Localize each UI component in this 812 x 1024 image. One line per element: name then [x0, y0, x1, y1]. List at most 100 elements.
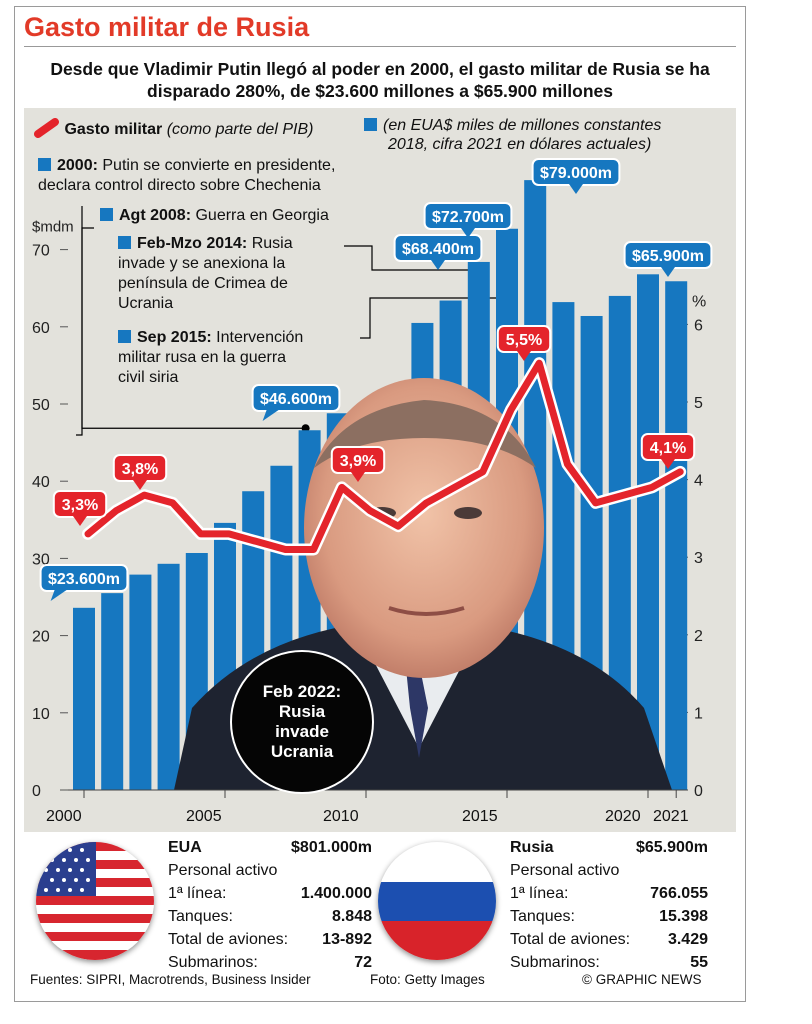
usa-subs-label: Submarinos: — [168, 954, 258, 971]
x-tick-2010: 2010 — [323, 808, 359, 825]
bar-legend-icon — [364, 118, 377, 131]
usa-subs-value: 72 — [354, 954, 372, 971]
bar-label-2016: $79.000m — [531, 158, 621, 194]
event-connector-2014 — [344, 245, 479, 271]
event-marker-icon — [38, 158, 51, 171]
bar-label-2021-pointer — [661, 267, 675, 277]
event-2014-text-1: Rusia — [247, 235, 293, 252]
photo-mouth — [388, 606, 465, 616]
bar-label-2016-text: $79.000m — [540, 165, 612, 182]
line-label-2002-text: 3,8% — [122, 461, 158, 478]
line-label-2002-pointer — [133, 480, 147, 490]
line-label-2021-text: 4,1% — [650, 440, 686, 457]
bar-label-2014: $68.400m — [393, 234, 483, 270]
line-label-2016-pointer — [517, 351, 531, 361]
y2-tick-label: 4 — [694, 473, 703, 490]
y-tick-label: 60 — [32, 320, 50, 337]
event-connector-2008 — [81, 227, 310, 429]
callout-line-3: invade — [275, 722, 329, 741]
event-2014: Feb-Mzo 2014: Rusia invade y se anexiona… — [118, 234, 293, 314]
y-tick-label: 70 — [32, 243, 50, 260]
y2-tick-label: 1 — [694, 705, 703, 722]
event-marker-icon — [118, 236, 131, 249]
bar-label-2000: $23.600m — [39, 564, 129, 601]
event-2014-date: Feb-Mzo 2014: — [137, 235, 248, 252]
bar-2020 — [637, 274, 659, 790]
y-tick-label: 0 — [32, 783, 41, 800]
usa-personnel-label: Personal activo — [168, 862, 278, 879]
footer-photo: Foto: Getty Images — [370, 972, 485, 987]
callout-line-1: Feb 2022: — [262, 682, 342, 701]
line-label-2000-pointer — [73, 516, 87, 526]
line-label-2002: 3,8% — [112, 454, 168, 490]
event-2015-text-2: militar rusa en la guerra — [118, 349, 287, 366]
line-label-2016-text: 5,5% — [506, 332, 542, 349]
event-2015-date: Sep 2015: — [137, 329, 212, 346]
x-tick-2021: 2021 — [653, 808, 689, 825]
bar-label-2008-text: $46.600m — [260, 391, 332, 408]
legend-bar-note-2: 2018, cifra 2021 en dólares actuales) — [388, 136, 652, 153]
russia-aircraft-label: Total de aviones: — [510, 931, 631, 948]
event-connector-2000 — [76, 206, 83, 436]
y2-tick-label: 3 — [694, 550, 703, 567]
russia-personnel-label: Personal activo — [510, 862, 620, 879]
y2-tick-label: 0 — [694, 783, 703, 800]
event-connector-2015 — [360, 297, 508, 339]
line-label-2000: 3,3% — [52, 490, 108, 526]
bar-label-2000-text: $23.600m — [48, 571, 120, 588]
bar-label-2000-box — [39, 564, 129, 592]
russia-flag-icon — [378, 842, 496, 960]
usa-spending: $801.000m — [291, 839, 372, 856]
page-title: Gasto militar de Rusia — [24, 12, 310, 42]
bar-2000 — [73, 607, 95, 790]
legend-bar-note-1: (en EUA$ miles de millones constantes — [383, 117, 662, 134]
event-2008-text: Guerra en Georgia — [191, 207, 329, 224]
bar-label-2000-pointer — [50, 590, 67, 601]
usa-flag-icon — [36, 842, 154, 960]
footer-sources: Fuentes: SIPRI, Macrotrends, Business In… — [30, 972, 311, 987]
russia-spending: $65.900m — [635, 839, 708, 856]
bar-2021 — [665, 281, 688, 790]
line-label-2000-text: 3,3% — [62, 497, 98, 514]
y2-tick-label: 5 — [694, 395, 703, 412]
event-2015-text-1: Intervención — [211, 329, 304, 346]
line-legend-icon — [34, 118, 59, 138]
usa-tanks-label: Tanques: — [168, 908, 233, 925]
bar-label-2016-pointer — [569, 184, 583, 194]
event-2000-text-1: Putin se convierte en presidente, — [97, 157, 336, 174]
bar-label-2008: $46.600m — [251, 384, 341, 421]
bar-label-2015-text: $72.700m — [432, 209, 504, 226]
usa-active-value: 1.400.000 — [300, 885, 372, 902]
y-axis-label: $mdm — [32, 219, 74, 236]
event-2008-date: Agt 2008: — [119, 207, 192, 224]
event-2000: 2000: Putin se convierte en presidente, … — [38, 156, 335, 196]
legend-line-note: (como parte del PIB) — [166, 121, 314, 138]
usa-stats: EUA $801.000m Personal activo 1ª línea: 1.… — [168, 836, 372, 974]
x-tick-2005: 2005 — [186, 808, 222, 825]
page-subtitle: Desde que Vladimir Putin llegó al poder … — [50, 59, 710, 101]
legend-bar: (en EUA$ miles de millones constantes 20… — [364, 116, 661, 154]
x-tick-2000: 2000 — [46, 808, 82, 825]
legend-line: Gasto militar (como parte del PIB) — [34, 118, 313, 139]
event-marker-icon — [100, 208, 113, 221]
russia-country: Rusia — [510, 839, 554, 856]
russia-active-label: 1ª línea: — [510, 885, 569, 902]
y-tick-label: 20 — [32, 629, 50, 646]
bar-label-2008-pointer — [262, 410, 279, 421]
event-2000-date: 2000: — [57, 157, 98, 174]
invasion-callout: Feb 2022: Rusia invade Ucrania — [230, 650, 374, 794]
event-2014-text-3: península de Crimea de — [118, 275, 288, 292]
event-2014-text-2: invade y se anexiona la — [118, 255, 286, 272]
bar-2003 — [157, 563, 180, 790]
callout-line-4: Ucrania — [270, 742, 334, 761]
y-tick-label: 10 — [32, 706, 50, 723]
event-2008: Agt 2008: Guerra en Georgia — [100, 206, 329, 226]
event-2014-text-4: Ucrania — [118, 295, 174, 312]
legend-line-label: Gasto militar — [64, 121, 163, 138]
russia-tanks-value: 15.398 — [659, 908, 708, 925]
line-label-2021: 4,1% — [640, 433, 696, 469]
line-label-2016: 5,5% — [496, 325, 552, 361]
y2-axis-label: % — [692, 293, 706, 310]
event-2000-text-2: declara control directo sobre Chechenia — [38, 177, 321, 194]
gdp-line — [84, 359, 684, 553]
